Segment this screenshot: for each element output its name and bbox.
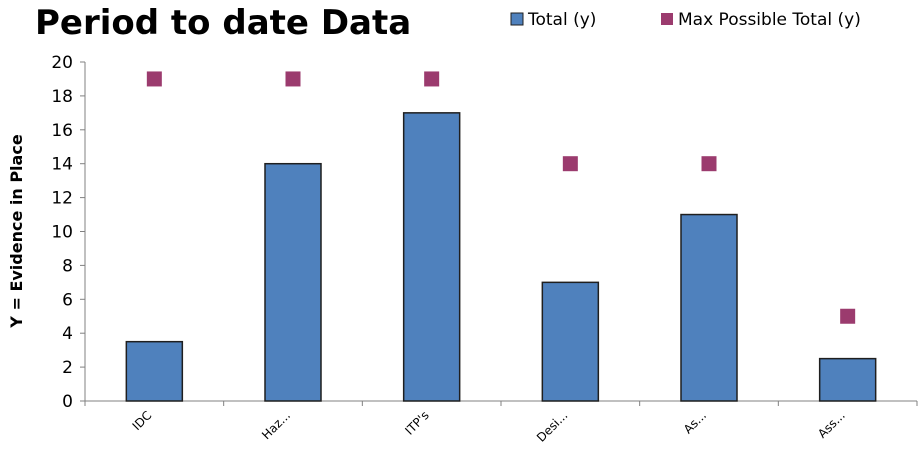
x-tick-label: Ass... [815,408,848,441]
legend: Total (y) Max Possible Total (y) [510,10,861,30]
y-tick-label: 10 [51,223,73,243]
y-tick-label: 6 [62,290,73,310]
marker-point [285,71,301,87]
y-ticks: 0 2 4 6 8 10 12 14 16 18 20 [51,53,85,412]
bar [125,340,184,402]
x-tick-label: ITP's [402,408,431,437]
y-tick-label: 18 [51,87,73,107]
bar [541,281,600,402]
y-tick-label: 12 [51,189,73,209]
y-tick-label: 16 [51,121,73,141]
y-tick-label: 4 [62,324,73,344]
y-tick-label: 14 [51,155,73,175]
y-tick-label: 8 [62,256,73,276]
marker-point [562,156,578,172]
x-ticks: IDC Haz... ITP's Desi... As... Ass... [84,401,918,445]
legend-label-max: Max Possible Total (y) [678,10,861,30]
y-axis-label: Y = Evidence in Place [7,134,26,329]
marker-point [701,156,717,172]
bar [680,213,738,402]
marker-point [424,71,440,87]
bar-series [125,112,877,402]
x-tick-label: IDC [130,408,155,433]
x-tick-label: Desi... [534,408,571,445]
marker-point [146,71,162,87]
legend-swatch-max [661,13,673,25]
marker-series [146,71,856,324]
x-tick-label: Haz... [259,408,293,442]
y-tick-label: 20 [51,53,73,73]
y-tick-label: 2 [62,358,73,378]
bar [402,112,461,402]
legend-swatch-total [510,12,524,26]
bar [818,357,877,402]
x-tick-label: As... [681,408,709,436]
bar [264,162,322,402]
legend-label-total: Total (y) [527,10,596,30]
marker-point [840,308,856,324]
y-tick-label: 0 [62,392,73,412]
chart-title: Period to date Data [35,3,411,43]
